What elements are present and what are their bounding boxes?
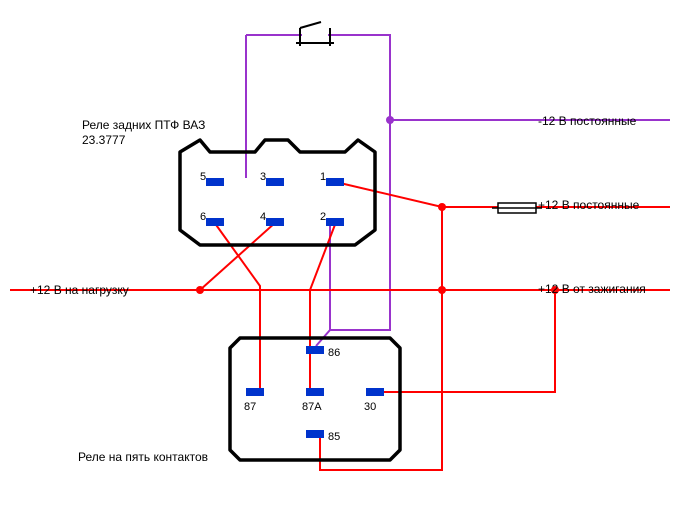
junction-dot <box>386 116 394 124</box>
relay-top-title-line1: Реле задних ПТФ ВАЗ <box>82 118 205 132</box>
wire-red <box>378 290 555 392</box>
pin-2 <box>326 218 344 226</box>
top-connector-outline <box>180 140 375 245</box>
relay-bottom-title: Реле на пять контактов <box>78 450 208 464</box>
pin-1 <box>326 178 344 186</box>
bottom-relay-outline <box>230 338 400 460</box>
label-plus12-ignition: +12 В от зажигания <box>538 282 646 296</box>
pin-6 <box>206 218 224 226</box>
pin-label-87A: 87A <box>302 401 322 413</box>
pin-30 <box>366 388 384 396</box>
pin-label-86: 86 <box>328 347 340 359</box>
pin-label-85: 85 <box>328 431 340 443</box>
junction-dot <box>196 286 204 294</box>
wire-purple <box>328 35 670 120</box>
pin-3 <box>266 178 284 186</box>
pin-4 <box>266 218 284 226</box>
wire-red <box>320 290 442 470</box>
pin-87A <box>306 388 324 396</box>
pin-label-5: 5 <box>200 171 206 183</box>
pin-87 <box>246 388 264 396</box>
pin-label-87: 87 <box>244 401 256 413</box>
pin-86 <box>306 346 324 354</box>
pin-label-1: 1 <box>320 171 326 183</box>
pin-label-3: 3 <box>260 171 266 183</box>
pin-label-4: 4 <box>260 211 266 223</box>
wiring-diagram: 5 3 1 6 4 2 86 87 87A 30 85 <box>0 0 696 509</box>
pin-label-30: 30 <box>364 401 376 413</box>
pin-85 <box>306 430 324 438</box>
pin-label-2: 2 <box>320 211 326 223</box>
wire-red <box>310 222 336 392</box>
label-plus12-load: +12 В на нагрузку <box>30 283 129 297</box>
wire-red <box>340 183 498 207</box>
relay-top-title-line2: 23.3777 <box>82 133 125 147</box>
switch-icon <box>300 22 321 28</box>
label-plus12-const: +12 В постоянные <box>538 198 639 212</box>
label-minus12-const: -12 В постоянные <box>538 114 636 128</box>
pin-label-6: 6 <box>200 211 206 223</box>
wire-red <box>214 222 260 392</box>
junction-dot <box>438 203 446 211</box>
pin-5 <box>206 178 224 186</box>
junction-dot <box>438 286 446 294</box>
